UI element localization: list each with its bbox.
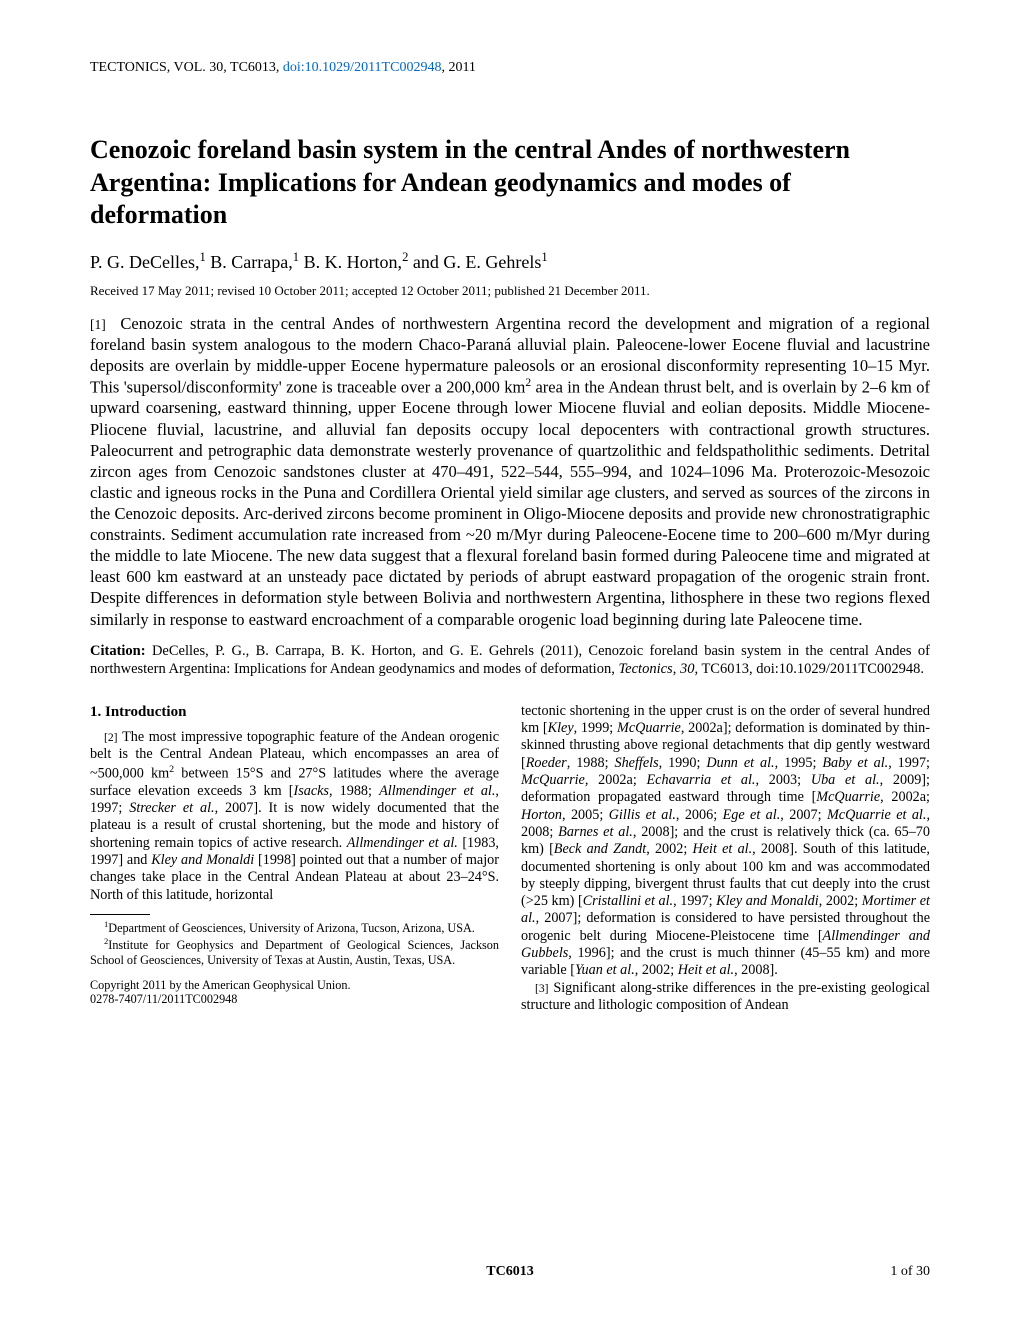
affiliation-1: 1Department of Geosciences, University o…	[90, 919, 499, 936]
copyright-block: Copyright 2011 by the American Geophysic…	[90, 978, 499, 1007]
authors-line: P. G. DeCelles,1 B. Carrapa,1 B. K. Hort…	[90, 250, 930, 273]
journal-info: TECTONICS, VOL. 30, TC6013,	[90, 60, 283, 75]
issn-line: 0278-7407/11/2011TC002948	[90, 992, 499, 1007]
citation-block: Citation: DeCelles, P. G., B. Carrapa, B…	[90, 642, 930, 679]
article-title: Cenozoic foreland basin system in the ce…	[90, 134, 930, 232]
abstract: [1] Cenozoic strata in the central Andes…	[90, 313, 930, 630]
citation-label: Citation:	[90, 643, 146, 659]
left-column: 1. Introduction [2] The most impressive …	[90, 703, 499, 1015]
intro-para-3: [3] Significant along-strike differences…	[521, 980, 930, 1015]
citation-text: DeCelles, P. G., B. Carrapa, B. K. Horto…	[90, 643, 930, 678]
doi-link[interactable]: doi:10.1029/2011TC002948	[283, 60, 442, 75]
page-number: 1 of 30	[890, 1264, 930, 1280]
article-id-footer: TC6013	[486, 1264, 533, 1280]
article-dates: Received 17 May 2011; revised 10 October…	[90, 283, 930, 299]
copyright-line: Copyright 2011 by the American Geophysic…	[90, 978, 499, 993]
affiliation-2: 2Institute for Geophysics and Department…	[90, 936, 499, 968]
intro-para-continued: tectonic shortening in the upper crust i…	[521, 703, 930, 980]
journal-header: TECTONICS, VOL. 30, TC6013, doi:10.1029/…	[90, 60, 930, 76]
intro-para-2: [2] The most impressive topographic feat…	[90, 729, 499, 904]
page-footer: TC6013 1 of 30	[90, 1264, 930, 1280]
right-column: tectonic shortening in the upper crust i…	[521, 703, 930, 1015]
journal-year: , 2011	[441, 60, 475, 75]
affiliation-divider	[90, 914, 150, 915]
two-column-body: 1. Introduction [2] The most impressive …	[90, 703, 930, 1015]
section-heading-introduction: 1. Introduction	[90, 703, 499, 721]
